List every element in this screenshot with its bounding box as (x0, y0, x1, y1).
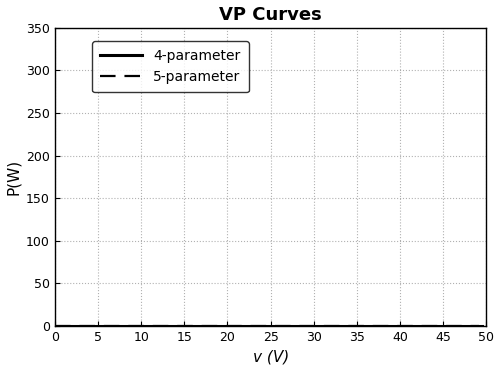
4-parameter (245, 324, 251, 328)
Y-axis label: P(W): P(W) (6, 159, 20, 195)
5-parameter (161, 324, 167, 328)
4-parameter (337, 324, 343, 328)
4-parameter (374, 324, 380, 328)
4-parameter (479, 324, 485, 328)
5-parameter (127, 324, 133, 328)
5-parameter (336, 324, 342, 328)
Legend: 4-parameter, 5-parameter: 4-parameter, 5-parameter (92, 41, 248, 92)
4-parameter (52, 324, 58, 328)
5-parameter (302, 324, 308, 328)
Title: VP Curves: VP Curves (220, 6, 322, 24)
4-parameter (304, 324, 310, 328)
4-parameter (162, 324, 168, 328)
4-parameter (128, 324, 134, 328)
X-axis label: v (V): v (V) (252, 349, 289, 364)
5-parameter (52, 324, 58, 328)
5-parameter (372, 324, 378, 328)
5-parameter (476, 324, 482, 328)
5-parameter (244, 324, 250, 328)
